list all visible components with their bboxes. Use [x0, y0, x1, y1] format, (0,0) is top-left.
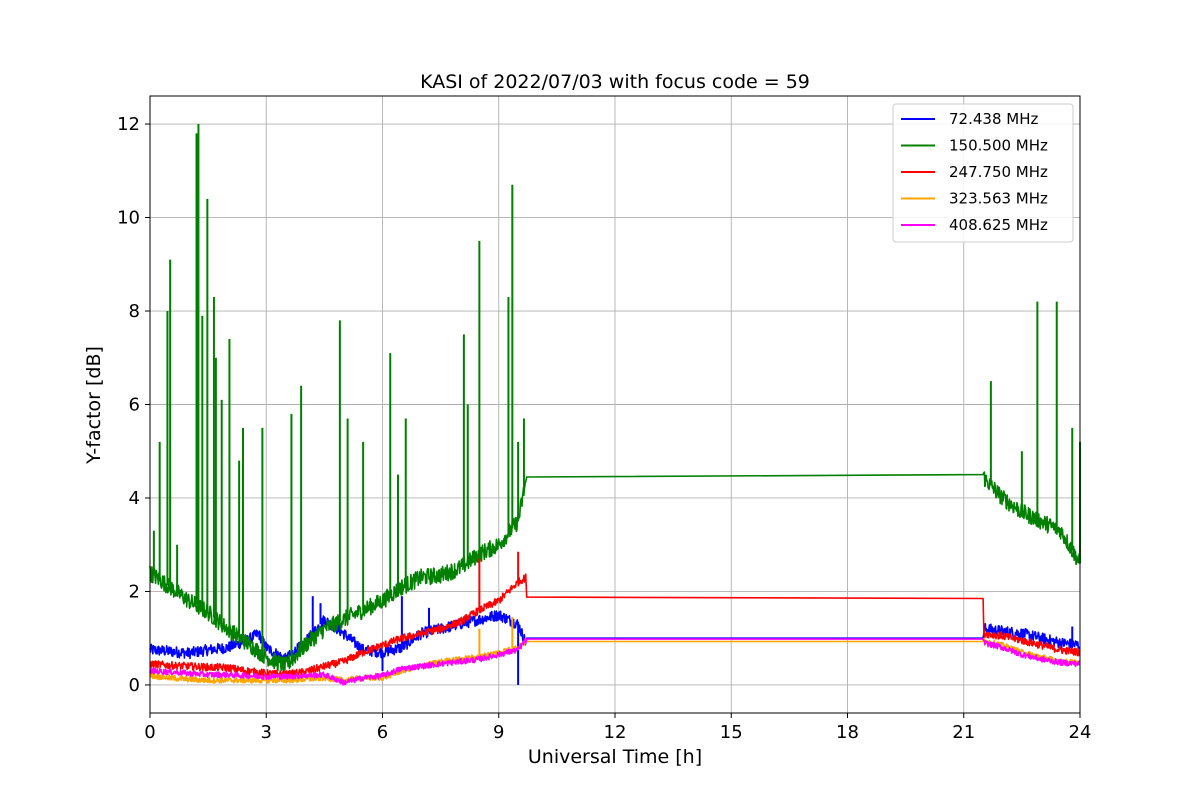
chart-title: KASI of 2022/07/03 with focus code = 59: [420, 71, 810, 93]
series-line: [149, 638, 1081, 686]
legend-label: 72.438 MHz: [949, 110, 1038, 128]
y-axis: 0 2 4 6 8 10 12: [117, 114, 150, 696]
y-tick-label: 0: [129, 675, 140, 696]
y-tick-label: 6: [129, 395, 140, 416]
x-tick-label: 9: [493, 722, 504, 743]
x-axis-label: Universal Time [h]: [528, 746, 702, 768]
series-line: [149, 610, 1081, 665]
legend-label: 408.625 MHz: [949, 216, 1048, 234]
legend-label: 150.500 MHz: [949, 137, 1048, 155]
x-tick-label: 24: [1069, 722, 1092, 743]
series-line: [149, 573, 1081, 679]
series-4: [149, 638, 1081, 686]
y-tick-label: 8: [129, 301, 140, 322]
grid: [149, 96, 1081, 713]
y-axis-label: Y-factor [dB]: [83, 346, 105, 465]
legend: 72.438 MHz 150.500 MHz 247.750 MHz 323.563 …: [892, 103, 1074, 243]
x-tick-label: 21: [952, 722, 975, 743]
series-line: [149, 471, 1081, 673]
series-2: [149, 551, 1081, 679]
legend-label: 323.563 MHz: [949, 190, 1048, 208]
series-layer: [149, 124, 1081, 686]
x-tick-label: 15: [720, 722, 743, 743]
x-tick-label: 3: [261, 722, 272, 743]
x-axis: 0 3 6 9 12 15 18 21 24: [144, 713, 1091, 743]
x-tick-label: 6: [377, 722, 388, 743]
legend-label: 247.750 MHz: [949, 163, 1048, 181]
y-tick-label: 2: [129, 581, 140, 602]
x-tick-label: 0: [144, 722, 155, 743]
series-1: [149, 124, 1081, 673]
x-tick-label: 18: [836, 722, 859, 743]
x-tick-label: 12: [604, 722, 627, 743]
y-tick-label: 12: [117, 114, 140, 135]
y-tick-label: 4: [129, 488, 140, 509]
y-tick-label: 10: [117, 208, 140, 229]
legend-box: [892, 103, 1074, 243]
